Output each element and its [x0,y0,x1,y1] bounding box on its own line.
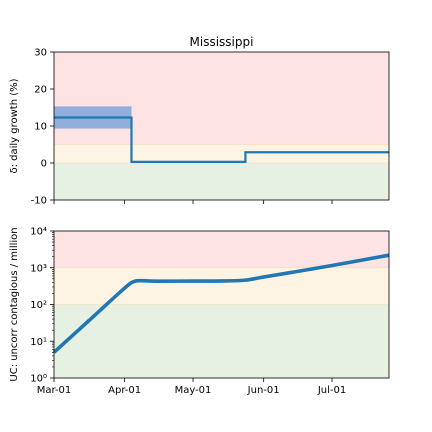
contagious-y-tick-label-0: 10⁰ [30,374,47,385]
x-tick-label-1: Apr-01 [108,385,141,396]
growth-band-1 [54,144,389,163]
contagious-series-line-0 [52,253,390,354]
x-tick-label-2: May-01 [175,385,212,396]
growth-band-0 [54,52,389,145]
growth-y-tick-label-0: -10 [31,196,47,207]
contagious-panel: 10⁰ 10¹ 10² 10³ 10⁴ Mar-01 Apr-01 May-01 Jun-01… [9,227,390,396]
contagious-band-0 [54,231,389,268]
growth-series-line-0 [54,116,389,163]
growth-panel: -10 0 10 20 30 Mississippi δ: daily growth (… [9,35,390,207]
growth-y-tick-label-4: 30 [34,48,47,59]
growth-y-axis-label: δ: daily growth (%) [9,78,20,173]
x-tick-label-3: Jun-01 [247,385,280,396]
growth-band-2 [54,163,389,200]
contagious-y-tick-label-4: 10⁴ [30,227,47,238]
growth-y-tick-label-2: 10 [34,122,47,133]
chart-title: Mississippi [190,35,254,49]
x-tick-label-0: Mar-01 [37,385,72,396]
contagious-y-axis-label: UC: uncorr contagious / million [9,227,20,381]
contagious-y-tick-label-3: 10³ [30,263,47,274]
contagious-band-1 [54,267,389,305]
contagious-y-tick-label-2: 10² [30,300,47,311]
contagious-band-2 [54,304,389,378]
growth-y-tick-label-1: 0 [41,159,47,170]
contagious-y-tick-label-1: 10¹ [30,337,47,348]
growth-y-tick-label-3: 20 [34,85,47,96]
x-tick-label-4: Jul-01 [317,385,346,396]
